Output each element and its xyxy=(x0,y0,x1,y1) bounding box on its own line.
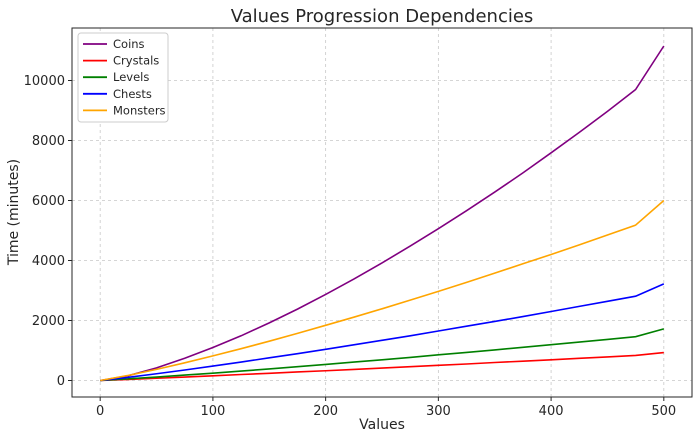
x-tick-label: 0 xyxy=(96,404,104,419)
series-line-chests xyxy=(100,283,665,382)
legend-label: Chests xyxy=(113,87,152,101)
y-axis-ticks: 0 2000 4000 6000 8000 10000 xyxy=(24,74,72,389)
legend: Coins Crystals Levels Chests Monsters xyxy=(77,32,169,123)
x-tick-label: 300 xyxy=(426,404,451,419)
legend-label: Monsters xyxy=(113,103,166,117)
x-tick-label: 500 xyxy=(651,404,676,419)
legend-label: Levels xyxy=(113,70,149,84)
x-axis-label: Values xyxy=(359,417,405,433)
chart-title: Values Progression Dependencies xyxy=(231,6,534,27)
y-tick-label: 4000 xyxy=(32,254,65,269)
grid xyxy=(72,28,692,397)
y-tick-label: 6000 xyxy=(32,194,65,209)
legend-label: Crystals xyxy=(113,54,159,68)
y-axis-label: Time (minutes) xyxy=(6,159,22,266)
series-line-coins xyxy=(100,45,665,382)
legend-box xyxy=(77,32,169,123)
y-tick-label: 10000 xyxy=(24,74,65,89)
series-lines xyxy=(100,45,665,382)
legend-label: Coins xyxy=(113,37,145,51)
y-tick-label: 0 xyxy=(57,374,65,389)
plot-frame xyxy=(71,27,693,398)
y-tick-label: 8000 xyxy=(32,134,65,149)
series-line-crystals xyxy=(100,351,664,382)
x-axis-ticks: 0 100 200 300 400 500 xyxy=(96,397,676,419)
x-tick-label: 400 xyxy=(539,404,564,419)
series-line-monsters xyxy=(100,199,665,382)
x-tick-label: 200 xyxy=(313,404,338,419)
x-tick-label: 100 xyxy=(200,404,225,419)
y-tick-label: 2000 xyxy=(32,314,65,329)
series-line-levels xyxy=(100,328,665,382)
